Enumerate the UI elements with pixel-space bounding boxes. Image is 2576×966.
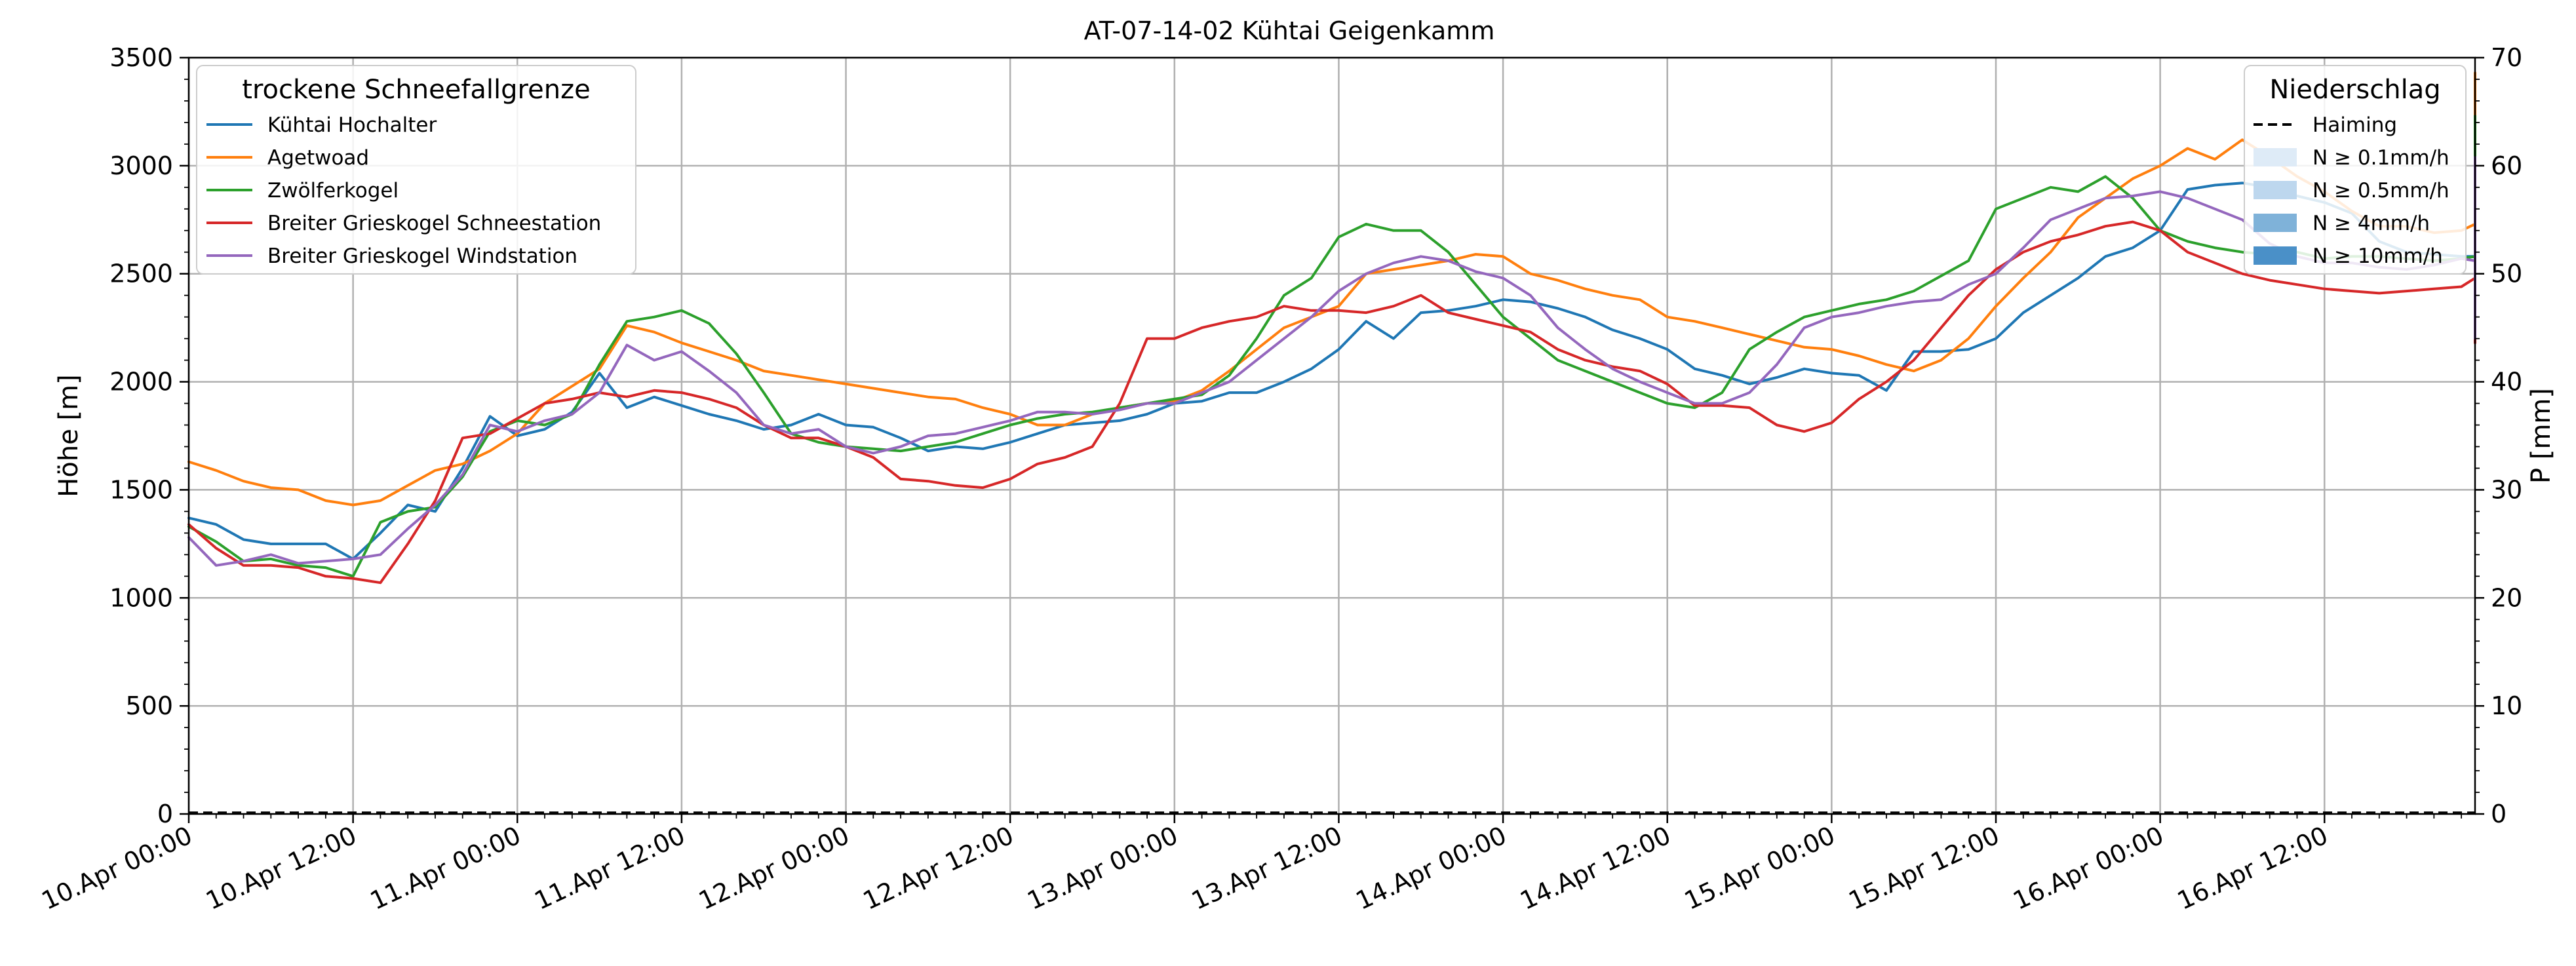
y2-tick-label: 30 [2491,475,2522,504]
y-tick-label: 2000 [109,368,173,396]
y-tick-label: 1500 [109,475,173,504]
series-legend-title: trockene Schneefallgrenze [242,75,590,105]
chart-title: AT-07-14-02 Kühtai Geigenkamm [1084,16,1495,45]
series-legend-label: Breiter Grieskogel Schneestation [267,212,601,235]
precip-legend-frame [2244,65,2467,275]
y2-tick-label: 70 [2491,43,2522,72]
y2-axis-label: P [mm] [2526,388,2556,484]
y2-axis-ticks: 0 10 20 30 40 50 60 70 [2475,43,2522,828]
y-tick-label: 1000 [109,583,173,612]
precip-legend-swatch [2254,148,2297,166]
y-tick-label: 3000 [109,151,173,180]
series-legend-label: Agetwoad [267,146,369,170]
precip-legend-label: Haiming [2313,113,2397,137]
y-tick-label: 0 [157,800,173,828]
series-legend: trockene Schneefallgrenze Kühtai Hochalt… [196,65,636,275]
series-legend-label: Zwölferkogel [267,179,399,203]
y-tick-label: 3500 [109,43,173,72]
y2-tick-label: 0 [2491,800,2507,828]
precip-legend-label: N ≥ 0.1mm/h [2313,146,2449,170]
series-legend-label: Breiter Grieskogel Windstation [267,244,577,268]
series-legend-label: Kühtai Hochalter [267,113,437,137]
y-tick-label: 500 [125,691,173,720]
precip-legend-swatch [2254,246,2297,265]
precip-legend-title: Niederschlag [2269,75,2440,105]
precip-legend: Niederschlag Haiming N ≥ 0.1mm/h N ≥ 0.5mm… [2244,65,2467,275]
y2-tick-label: 20 [2491,583,2522,612]
y2-tick-label: 10 [2491,691,2522,720]
plot-frame [187,56,2476,815]
precip-legend-label: N ≥ 0.5mm/h [2313,179,2449,203]
precip-legend-swatch [2254,214,2297,232]
y2-tick-label: 60 [2491,151,2522,180]
y-axis-ticks: 0 500 1000 1500 2000 2500 3000 3500 [109,43,189,828]
precip-legend-label: N ≥ 4mm/h [2313,212,2430,235]
precip-legend-swatch [2254,181,2297,199]
y-tick-label: 2500 [109,260,173,288]
y2-tick-label: 40 [2491,368,2522,396]
y-axis-label: Höhe [m] [54,374,84,497]
series-legend-frame [196,65,636,275]
precip-legend-label: N ≥ 10mm/h [2313,244,2443,268]
y2-tick-label: 50 [2491,260,2522,288]
